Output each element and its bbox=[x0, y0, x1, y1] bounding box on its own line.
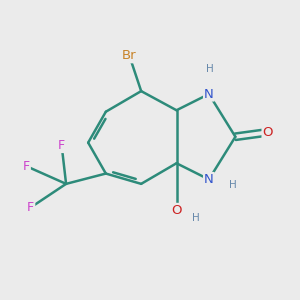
Text: O: O bbox=[171, 204, 182, 217]
Text: F: F bbox=[23, 160, 30, 173]
Text: F: F bbox=[27, 201, 34, 214]
Text: H: H bbox=[206, 64, 214, 74]
Text: Br: Br bbox=[122, 49, 137, 62]
Text: F: F bbox=[58, 139, 65, 152]
Text: N: N bbox=[204, 88, 214, 100]
Text: H: H bbox=[192, 213, 200, 223]
Text: N: N bbox=[204, 173, 214, 186]
Text: O: O bbox=[262, 126, 273, 139]
Text: H: H bbox=[229, 180, 236, 190]
